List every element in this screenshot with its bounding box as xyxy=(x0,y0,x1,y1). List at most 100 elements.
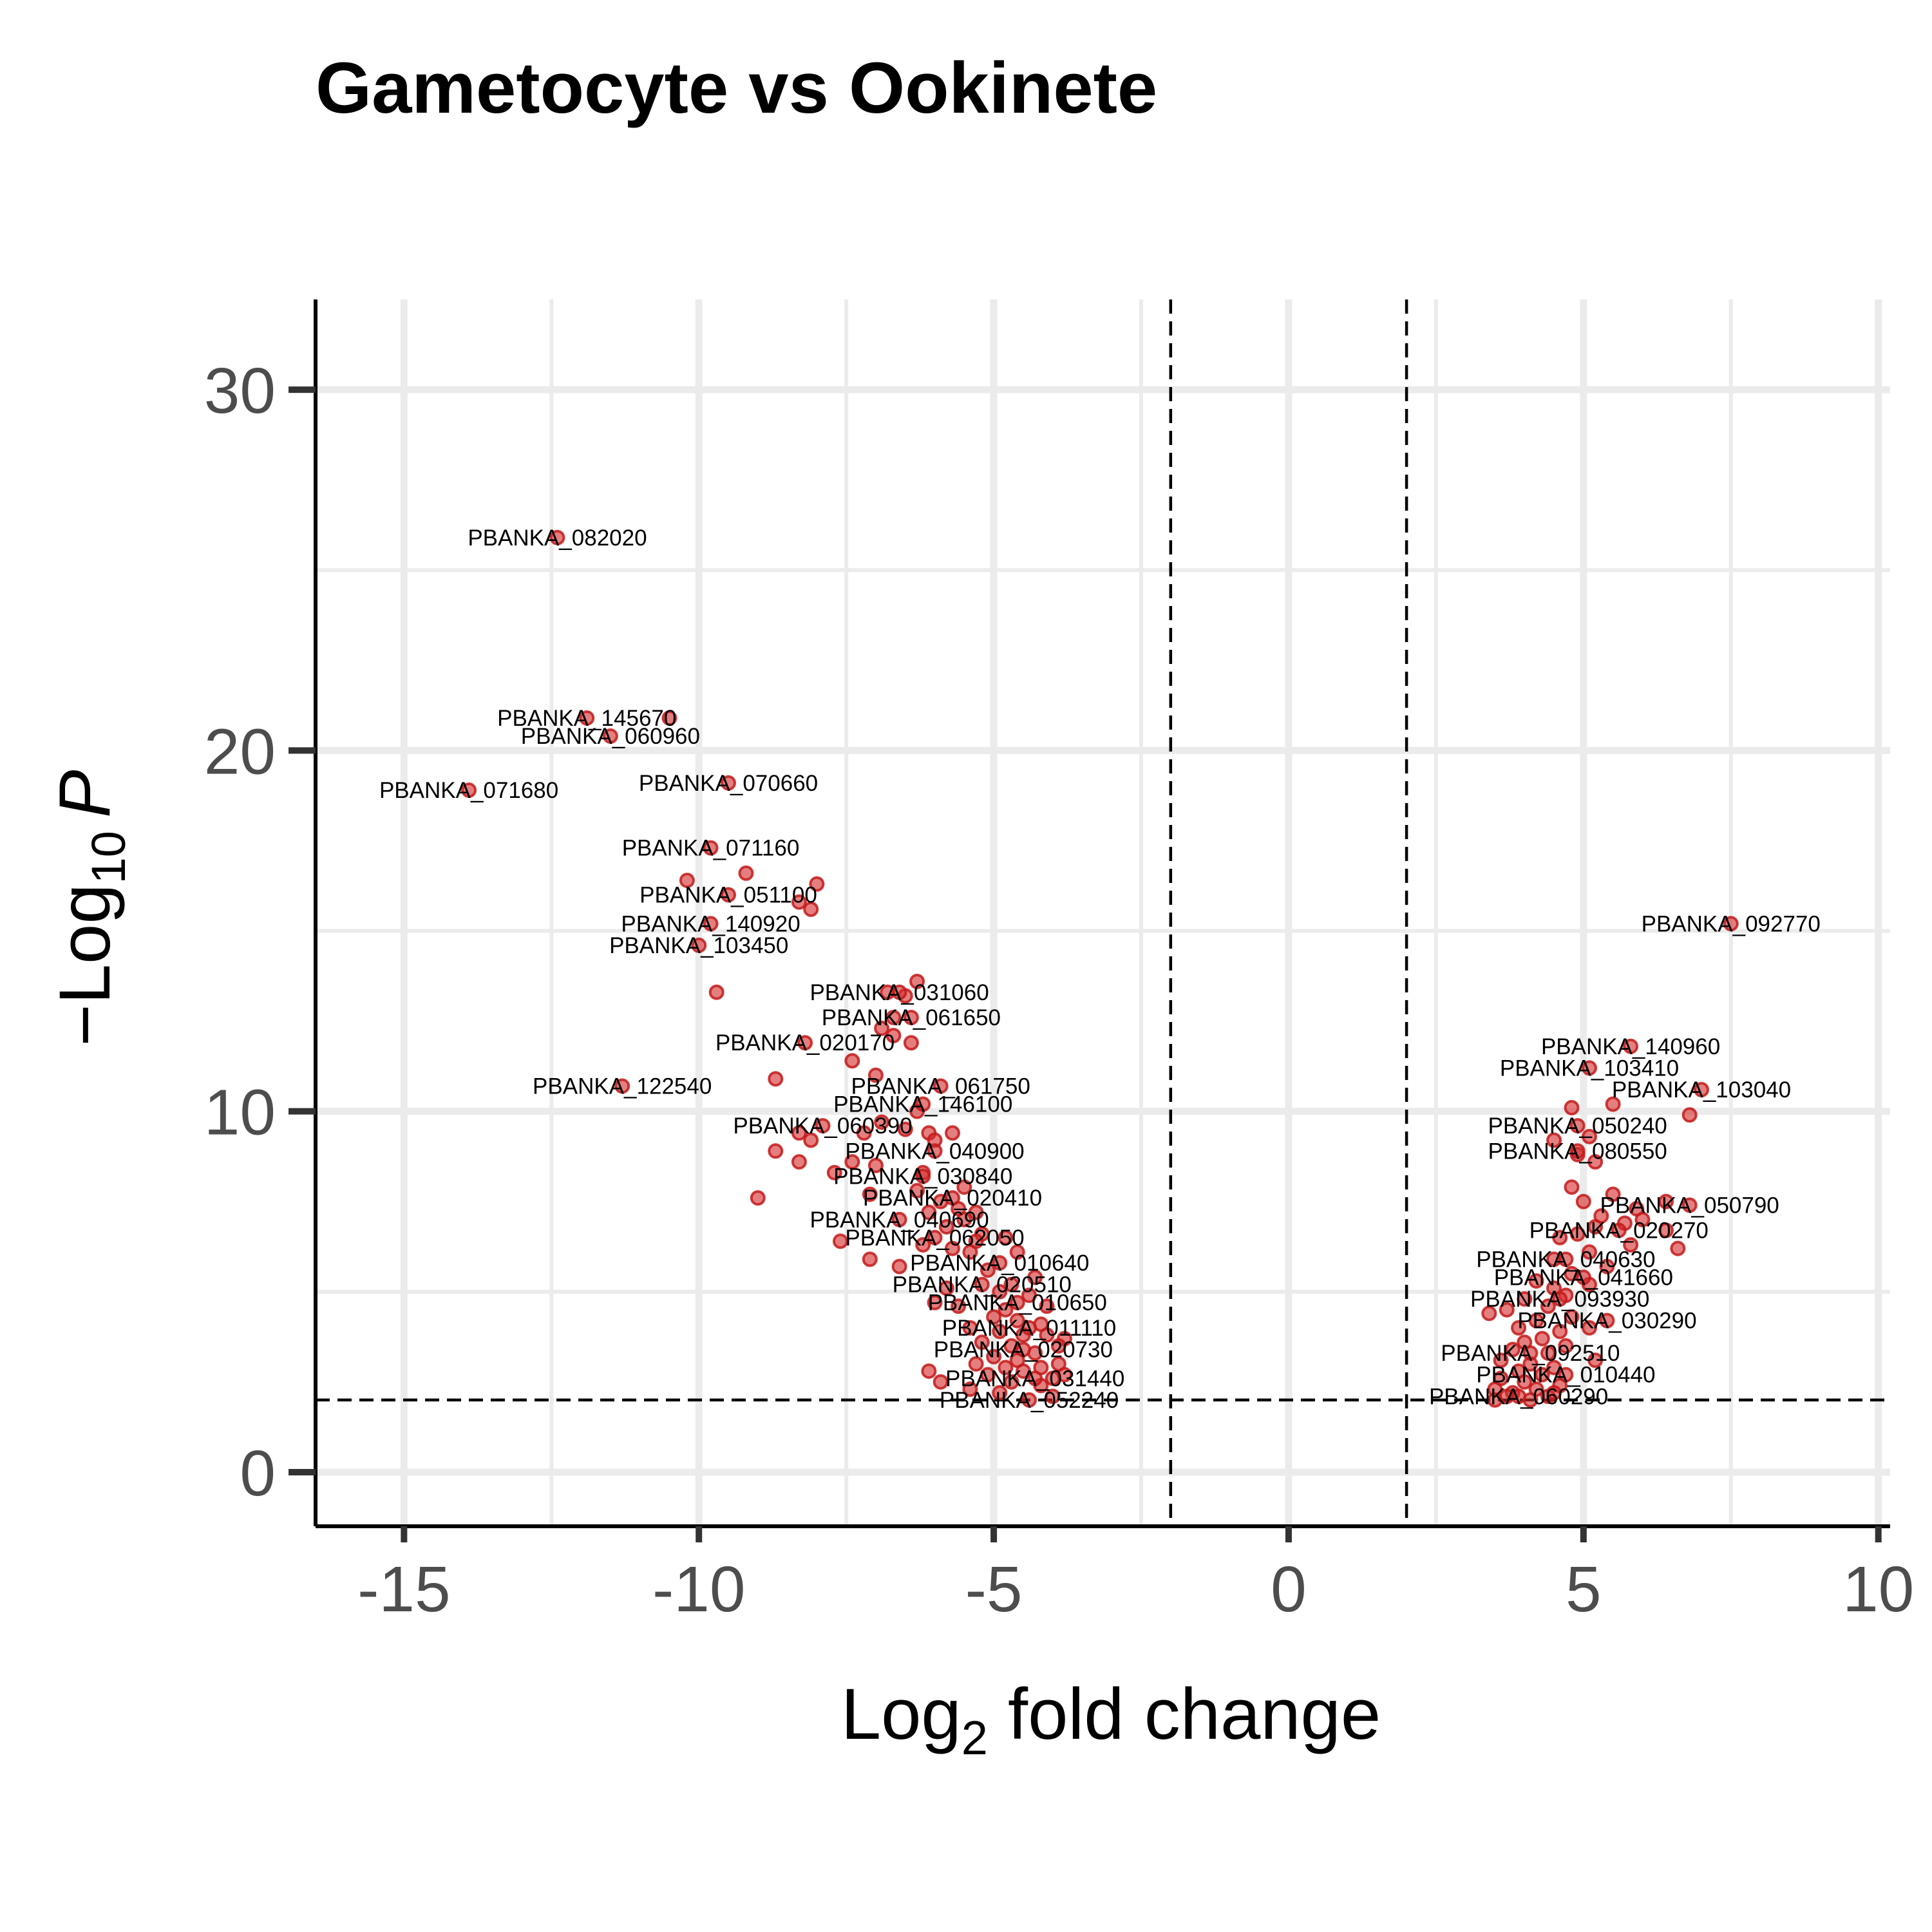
labeled-data-point xyxy=(1569,1118,1586,1134)
data-point xyxy=(1569,1226,1586,1242)
data-point xyxy=(738,865,754,881)
data-point xyxy=(1546,1132,1562,1148)
labeled-data-point xyxy=(1015,1341,1031,1358)
point-label: PBANKA_020410 xyxy=(863,1186,1042,1211)
point-label: PBANKA_040900 xyxy=(845,1139,1024,1164)
point-label: PBANKA_122540 xyxy=(533,1074,712,1099)
data-point xyxy=(1540,1345,1556,1361)
point-label: PBANKA_040690 xyxy=(810,1208,989,1233)
y-axis-title: −Log10 P xyxy=(44,770,135,1046)
labeled-data-point xyxy=(1021,1320,1037,1336)
data-point xyxy=(803,901,819,917)
labeled-data-point xyxy=(1522,1345,1539,1361)
labeled-data-point xyxy=(1027,1370,1043,1387)
labeled-data-point xyxy=(933,1078,949,1094)
data-point xyxy=(986,1309,1002,1325)
labeled-data-point xyxy=(1623,1038,1639,1054)
data-point xyxy=(1540,1298,1556,1314)
data-point xyxy=(933,1374,949,1390)
data-point xyxy=(915,1236,931,1253)
labeled-data-point xyxy=(1558,1367,1574,1383)
data-point xyxy=(1009,1244,1025,1260)
labeled-data-point xyxy=(461,782,477,798)
data-point xyxy=(1581,1128,1597,1144)
x-tick-label: 5 xyxy=(1566,1553,1602,1625)
data-point xyxy=(1015,1363,1031,1379)
point-label: PBANKA_040630 xyxy=(1476,1247,1655,1272)
data-point xyxy=(1504,1341,1520,1358)
data-point xyxy=(992,1283,1008,1300)
data-point xyxy=(1517,1374,1533,1390)
data-point xyxy=(1039,1298,1055,1314)
x-axis-title: Log2 fold change xyxy=(841,1674,1381,1765)
x-axis-title-prefix: Log xyxy=(841,1674,961,1754)
data-point xyxy=(944,1125,960,1141)
labeled-data-point xyxy=(944,1190,960,1206)
chart-title: Gametocyte vs Ookinete xyxy=(316,48,1157,128)
point-label: PBANKA_011110 xyxy=(942,1316,1116,1341)
data-point xyxy=(1564,1309,1580,1325)
data-point xyxy=(768,1143,784,1159)
point-label: PBANKA_092770 xyxy=(1642,911,1821,936)
labeled-data-point xyxy=(1681,1197,1698,1213)
data-point xyxy=(968,1204,984,1220)
labeled-data-point xyxy=(691,937,707,953)
y-axis-title-italic: P xyxy=(44,770,125,818)
data-point xyxy=(1564,1179,1580,1195)
point-label: PBANKA_010650 xyxy=(928,1291,1107,1316)
data-point xyxy=(833,1233,848,1249)
x-tick-label: -10 xyxy=(652,1553,746,1625)
data-point xyxy=(1658,1222,1674,1238)
data-point xyxy=(980,1367,996,1383)
data-point xyxy=(951,1298,967,1314)
labeled-data-point xyxy=(974,1276,990,1293)
data-point xyxy=(974,1334,990,1350)
data-point xyxy=(1670,1240,1686,1256)
labeled-data-point xyxy=(903,1009,919,1025)
data-point xyxy=(874,1020,890,1036)
point-label: PBANKA_061650 xyxy=(822,1005,1001,1030)
labeled-data-point xyxy=(721,887,737,903)
point-label: PBANKA_082020 xyxy=(468,526,647,551)
data-point xyxy=(856,1125,872,1141)
data-point xyxy=(1681,1107,1698,1123)
labeled-data-point xyxy=(1569,1143,1586,1159)
labeled-data-point xyxy=(891,1211,907,1227)
data-point xyxy=(844,1053,860,1069)
point-label: PBANKA_060960 xyxy=(521,724,700,749)
point-label: PBANKA_062050 xyxy=(845,1226,1024,1251)
data-point xyxy=(1499,1302,1515,1318)
labeled-data-point xyxy=(1575,1269,1591,1285)
point-label: PBANKA_010440 xyxy=(1476,1363,1655,1388)
labeled-data-point xyxy=(721,775,737,791)
point-label: PBANKA_031060 xyxy=(810,980,989,1005)
y-tick-label: 10 xyxy=(204,1077,276,1149)
data-point xyxy=(968,1356,984,1372)
point-label: PBANKA_103450 xyxy=(609,933,788,958)
point-label: PBANKA_050240 xyxy=(1488,1113,1667,1139)
labeled-data-point xyxy=(579,710,595,726)
data-point xyxy=(1605,1096,1621,1112)
data-point xyxy=(1581,1244,1597,1260)
labeled-data-point xyxy=(1611,1222,1627,1238)
data-point xyxy=(862,1251,878,1267)
labeled-data-point xyxy=(1552,1291,1568,1307)
labeled-data-point xyxy=(1599,1312,1615,1329)
x-axis-title-suffix: fold change xyxy=(988,1674,1381,1754)
point-label: PBANKA_061750 xyxy=(851,1074,1030,1099)
labeled-data-point xyxy=(703,916,719,932)
labeled-data-point xyxy=(1723,916,1739,932)
point-label: PBANKA_103040 xyxy=(1612,1077,1791,1103)
data-point xyxy=(1534,1331,1550,1347)
data-point xyxy=(1493,1352,1509,1368)
point-label: PBANKA_020510 xyxy=(893,1273,1072,1298)
labeled-data-point xyxy=(915,1168,931,1184)
data-point xyxy=(1575,1193,1591,1209)
data-points xyxy=(461,529,1739,1408)
data-point xyxy=(1003,1374,1019,1390)
data-point xyxy=(903,1035,919,1051)
axes: -15 -10 -5 0 5 10 0 10 20 30 xyxy=(204,299,1914,1625)
point-label: PBANKA_071680 xyxy=(379,778,558,803)
point-label: PBANKA_050790 xyxy=(1600,1193,1779,1218)
